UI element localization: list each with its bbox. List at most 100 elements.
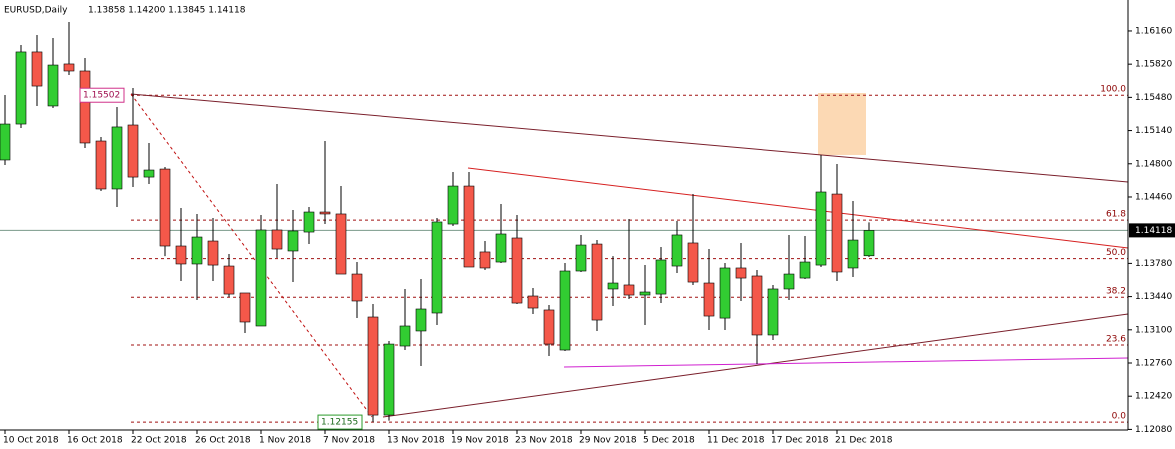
candle-body [271,229,283,250]
y-tick-label: 1.15140 [1135,126,1172,136]
trendline [563,357,1129,368]
x-tick-label: 16 Oct 2018 [67,436,123,446]
candle-body [319,211,331,215]
candle-body [719,267,731,319]
y-tick-label: 1.15480 [1135,93,1172,103]
y-tick-label: 1.13440 [1135,292,1172,302]
candle-body [447,185,459,225]
x-tick-label: 1 Nov 2018 [259,436,311,446]
x-tick-label: 10 Oct 2018 [3,436,59,446]
price-box [79,87,125,103]
price-box-label: 1.15502 [83,91,120,101]
last-price-label: 1.14118 [1135,226,1172,236]
candle-body [751,275,763,336]
y-tick-label: 1.12760 [1135,359,1172,369]
fib-label: 38.2 [1106,287,1126,297]
candle-body [671,234,683,267]
fib-label: 100.0 [1100,85,1126,95]
candle-body [687,242,699,283]
candle-body [159,168,171,247]
y-tick-label: 1.13100 [1135,325,1172,335]
candle-body [335,213,347,275]
candle-body [863,230,875,257]
candle-body [415,308,427,332]
candle-body [543,309,555,345]
last-price-box [1129,223,1175,238]
fib-label: 0.0 [1112,412,1127,422]
candle-body [175,245,187,265]
candle-body [495,233,507,263]
x-tick-label: 7 Nov 2018 [323,436,375,446]
candle-body [239,292,251,323]
x-tick-label: 11 Dec 2018 [707,436,765,446]
candle-body [191,236,203,265]
candle-body [111,126,123,190]
fib-label: 50.0 [1106,248,1126,258]
x-tick-label: 22 Oct 2018 [131,436,187,446]
chart-title: EURUSD,Daily [4,6,68,16]
candle-body [703,282,715,317]
x-tick-label: 26 Oct 2018 [195,436,251,446]
fib-label: 23.6 [1106,334,1126,344]
candle-body [95,140,107,190]
candle-body [831,193,843,273]
candle-body [463,185,475,268]
candle-body [303,211,315,233]
candle-body [287,230,299,252]
candle-body [31,51,43,87]
candle-body [143,169,155,178]
candle-body [527,295,539,309]
candle-body [479,251,491,269]
candle-body [79,70,91,144]
trendline [130,93,1129,183]
candle-body [431,221,443,314]
candle-body [511,237,523,304]
candle-body [607,282,619,290]
trendline [382,313,1129,418]
candle-body [399,325,411,347]
candle-body [207,240,219,266]
fib-label: 61.8 [1106,210,1126,220]
y-tick-label: 1.14800 [1135,159,1172,169]
candle-body [655,259,667,295]
x-tick-label: 29 Nov 2018 [579,436,637,446]
candle-body [15,51,27,125]
candle-body [735,267,747,279]
candle-body [0,123,11,161]
candle-body [127,124,139,178]
header-ohlc: 1.13858 1.14200 1.13845 1.14118 [88,6,246,16]
candle-body [383,343,395,416]
fib-diagonal [130,93,373,418]
y-tick-label: 1.13780 [1135,259,1172,269]
y-tick-label: 1.12420 [1135,392,1172,402]
candle-body [47,64,59,107]
candle-body [575,244,587,272]
price-box-label: 1.12155 [321,418,358,428]
candle-body [591,243,603,321]
x-tick-label: 17 Dec 2018 [771,436,829,446]
candle-body [783,273,795,290]
candle-body [815,191,827,266]
x-tick-label: 21 Dec 2018 [835,436,893,446]
candle-body [847,239,859,269]
candle-body [799,261,811,279]
y-tick-label: 1.14460 [1135,192,1172,202]
candle-body [767,288,779,336]
x-tick-label: 5 Dec 2018 [643,436,695,446]
price-box [317,414,363,430]
candle-body [351,273,363,302]
x-tick-label: 19 Nov 2018 [451,436,509,446]
trendline [467,167,1129,249]
candle-body [367,316,379,416]
candle-body [639,291,651,296]
y-tick-label: 1.12080 [1135,425,1172,435]
candle-body [63,63,75,72]
candle-body [223,265,235,295]
x-tick-label: 23 Nov 2018 [515,436,573,446]
candle-body [559,270,571,351]
y-tick-label: 1.16160 [1135,26,1172,36]
x-tick-label: 13 Nov 2018 [387,436,445,446]
y-tick-label: 1.15820 [1135,60,1172,70]
